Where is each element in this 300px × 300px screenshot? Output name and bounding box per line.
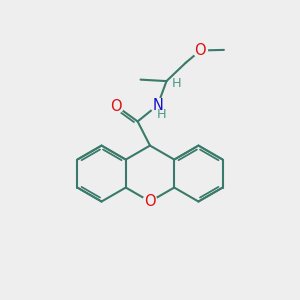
- Text: H: H: [172, 77, 182, 90]
- Text: H: H: [156, 108, 166, 121]
- Text: O: O: [111, 99, 122, 114]
- Circle shape: [151, 98, 165, 112]
- Text: O: O: [194, 43, 206, 58]
- Circle shape: [193, 44, 207, 58]
- Text: O: O: [144, 194, 156, 209]
- Circle shape: [110, 99, 124, 113]
- Text: N: N: [152, 98, 163, 113]
- Circle shape: [143, 194, 157, 208]
